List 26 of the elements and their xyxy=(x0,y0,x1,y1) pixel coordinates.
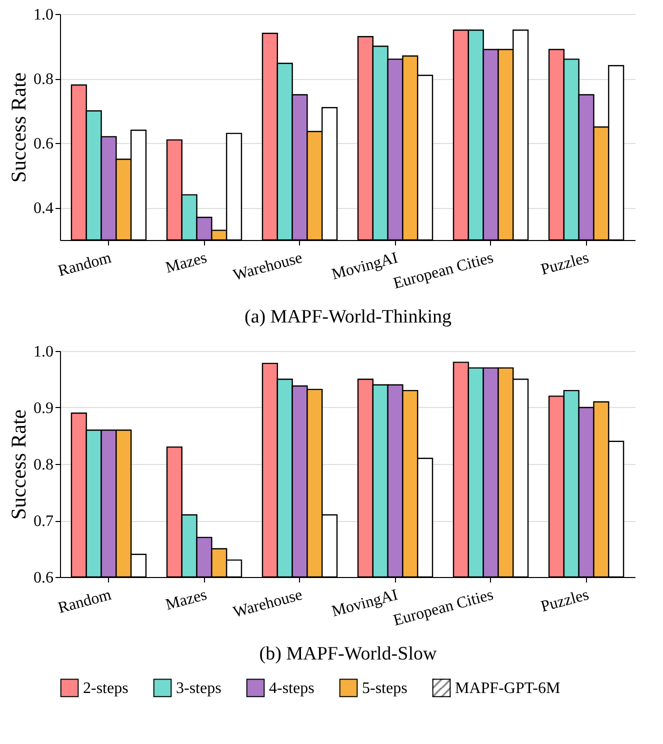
y-tick-label: 0.9 xyxy=(34,400,54,417)
y-tick-label: 1.0 xyxy=(34,6,54,24)
y-tick-label: 0.8 xyxy=(34,71,54,88)
y-tick-label: 1.0 xyxy=(34,344,54,360)
x-tick-label: Mazes xyxy=(164,250,209,277)
legend-label: 2-steps xyxy=(83,680,128,697)
x-tick-label: Random xyxy=(56,249,114,280)
legend-label: 3-steps xyxy=(176,680,222,697)
text: (a) MAPF-World-Thinking xyxy=(244,306,452,328)
x-tick-label: Puzzles xyxy=(539,586,591,616)
x-tick-label: Random xyxy=(56,586,114,617)
y-axis-title: Success Rate xyxy=(6,72,30,183)
x-tick-label: Warehouse xyxy=(231,586,304,622)
x-tick-label: Warehouse xyxy=(231,250,304,284)
x-tick-label: Puzzles xyxy=(539,250,591,279)
x-tick-label: Mazes xyxy=(164,586,209,614)
y-tick-label: 0.6 xyxy=(34,570,54,586)
y-tick-label: 0.4 xyxy=(34,200,54,218)
y-tick-label: 0.8 xyxy=(34,456,54,474)
legend-label: 4-steps xyxy=(269,680,314,697)
legend-label: MAPF-GPT-6M xyxy=(455,680,560,697)
legend-label: 5-steps xyxy=(362,680,408,697)
y-axis-title: Success Rate xyxy=(6,409,30,520)
text: (b) MAPF-World-Slow xyxy=(259,644,437,665)
y-tick-label: 0.7 xyxy=(34,513,54,530)
y-tick-label: 0.6 xyxy=(34,136,54,153)
